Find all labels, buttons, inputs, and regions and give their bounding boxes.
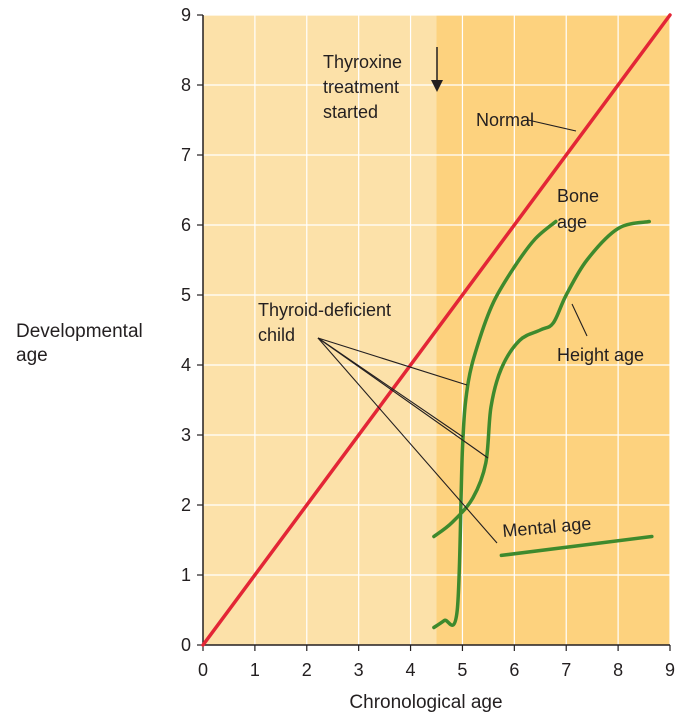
x-tick-label: 4	[406, 660, 416, 680]
x-tick-label: 1	[250, 660, 260, 680]
thyroid-deficient-label-line1: Thyroid-deficient	[258, 300, 391, 320]
x-tick-label: 3	[354, 660, 364, 680]
thyroid-deficient-pointer	[317, 337, 498, 544]
x-tick-label: 0	[198, 660, 208, 680]
grid	[203, 14, 671, 645]
series-group	[201, 13, 672, 647]
series-line-mental-age	[499, 534, 654, 558]
y-tick-label: 5	[181, 285, 191, 305]
x-tick-label: 6	[509, 660, 519, 680]
bone-age-label-line1: Bone	[557, 186, 599, 206]
series-line-height-age	[432, 219, 651, 539]
x-tick-label: 7	[561, 660, 571, 680]
y-tick-label: 0	[181, 635, 191, 655]
x-tick-label: 2	[302, 660, 312, 680]
x-tick-label: 8	[613, 660, 623, 680]
bone-age-label-line2: age	[557, 212, 587, 232]
y-tick-label: 8	[181, 75, 191, 95]
treatment-label-line3: started	[323, 102, 378, 122]
y-tick-label: 2	[181, 495, 191, 515]
y-tick-label: 9	[181, 5, 191, 25]
treatment-arrow-head	[431, 80, 443, 92]
x-tick-label: 9	[665, 660, 675, 680]
y-axis-label-line2: age	[16, 345, 48, 366]
normal-series-label: Normal	[476, 110, 534, 130]
x-tick-label: 5	[457, 660, 467, 680]
y-tick-label: 7	[181, 145, 191, 165]
annotation-pointers	[317, 47, 588, 544]
height-age-label: Height age	[557, 345, 644, 365]
y-tick-label: 1	[181, 565, 191, 585]
y-tick-label: 4	[181, 355, 191, 375]
series-line-normal	[201, 13, 672, 647]
axes	[202, 15, 670, 646]
height-age-pointer	[571, 303, 588, 337]
tick-labels: 0 1 2 3 4 5 6 7 8 9 0 1 2 3 4 5 6 7 8 9	[181, 5, 675, 680]
y-tick-label: 3	[181, 425, 191, 445]
thyroid-deficient-pointer	[317, 337, 468, 386]
treatment-label-line2: treatment	[323, 77, 399, 97]
y-tick-label: 6	[181, 215, 191, 235]
thyroid-deficient-pointer	[317, 337, 489, 459]
thyroid-deficient-label-line2: child	[258, 325, 295, 345]
series-line-bone-age	[432, 219, 558, 630]
normal-label-pointer	[527, 119, 577, 132]
treatment-label-line1: Thyroxine	[323, 52, 402, 72]
x-axis-label: Chronological age	[349, 692, 502, 713]
y-axis-label-line1: Developmental	[16, 321, 143, 342]
plot-bg-before-treatment	[203, 15, 437, 645]
